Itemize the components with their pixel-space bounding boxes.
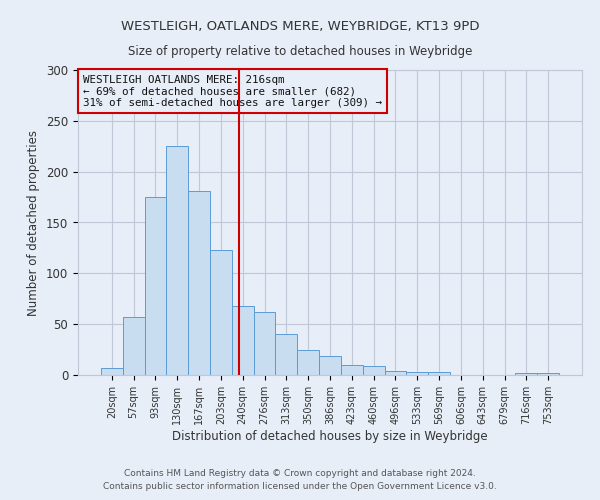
Bar xyxy=(297,350,319,375)
Bar xyxy=(101,368,123,375)
Bar xyxy=(428,372,450,375)
Text: WESTLEIGH, OATLANDS MERE, WEYBRIDGE, KT13 9PD: WESTLEIGH, OATLANDS MERE, WEYBRIDGE, KT1… xyxy=(121,20,479,33)
Bar xyxy=(537,373,559,375)
Bar xyxy=(188,191,210,375)
Bar xyxy=(145,197,166,375)
Text: Contains public sector information licensed under the Open Government Licence v3: Contains public sector information licen… xyxy=(103,482,497,491)
Bar xyxy=(406,372,428,375)
Text: Size of property relative to detached houses in Weybridge: Size of property relative to detached ho… xyxy=(128,45,472,58)
Bar xyxy=(232,306,254,375)
Text: Contains HM Land Registry data © Crown copyright and database right 2024.: Contains HM Land Registry data © Crown c… xyxy=(124,468,476,477)
Bar xyxy=(363,366,385,375)
Bar xyxy=(123,317,145,375)
Bar xyxy=(254,312,275,375)
Bar xyxy=(210,250,232,375)
Bar xyxy=(275,334,297,375)
Bar xyxy=(319,356,341,375)
Bar xyxy=(166,146,188,375)
Bar xyxy=(385,371,406,375)
Bar xyxy=(515,373,537,375)
Y-axis label: Number of detached properties: Number of detached properties xyxy=(28,130,40,316)
Bar xyxy=(341,365,363,375)
Text: WESTLEIGH OATLANDS MERE: 216sqm
← 69% of detached houses are smaller (682)
31% o: WESTLEIGH OATLANDS MERE: 216sqm ← 69% of… xyxy=(83,74,382,108)
X-axis label: Distribution of detached houses by size in Weybridge: Distribution of detached houses by size … xyxy=(172,430,488,442)
